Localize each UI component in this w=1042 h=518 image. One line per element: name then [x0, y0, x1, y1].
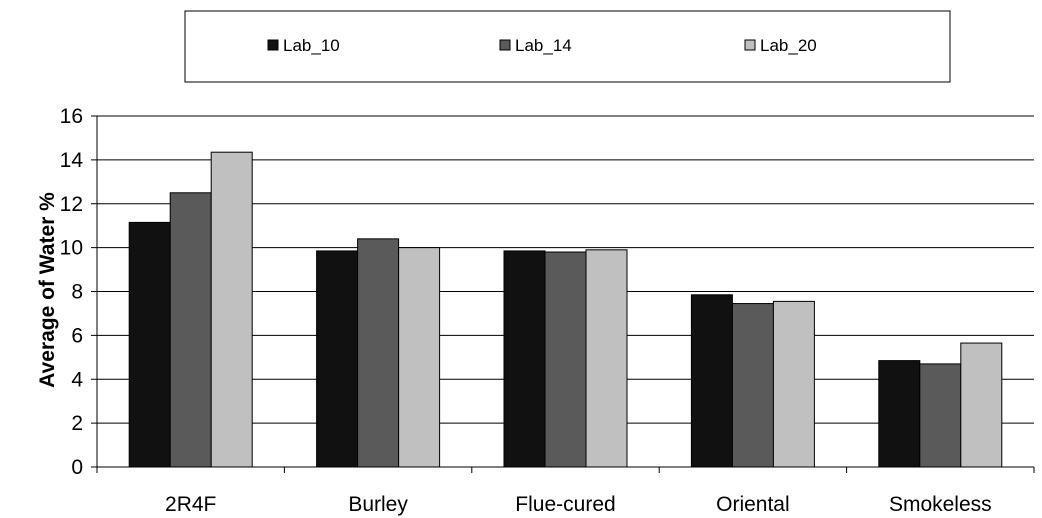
legend-label-lab-14: Lab_14: [515, 36, 572, 55]
x-category-label: Flue-cured: [515, 493, 615, 516]
bar-lab-14-2r4f: [169, 192, 212, 468]
legend-swatch-lab-20: [744, 39, 756, 51]
y-tick-label: 8: [71, 281, 83, 304]
y-tick-label: 12: [60, 193, 83, 216]
y-tick-label: 4: [71, 368, 83, 391]
x-category-label: Burley: [348, 493, 408, 516]
gridlines: [97, 115, 1034, 424]
bar-lab-14-burley: [357, 238, 400, 468]
legend-label-lab-20: Lab_20: [760, 36, 817, 55]
bar-lab-10-oriental: [690, 294, 733, 468]
legend-swatch-lab-10: [267, 39, 279, 51]
y-axis-title: Average of Water %: [36, 192, 59, 388]
bar-lab-14-flue-cured: [544, 251, 587, 468]
y-tick-label: 0: [71, 456, 83, 479]
y-tick-labels: 0 2 4 6 8 10 12 14 16: [60, 105, 84, 479]
y-tick-label: 14: [60, 149, 84, 172]
bar-lab-20-flue-cured: [585, 249, 628, 468]
bar-lab-14-oriental: [731, 303, 774, 468]
bar-lab-20-burley: [398, 247, 441, 468]
x-category-label: Smokeless: [889, 493, 992, 516]
y-tick-label: 10: [60, 237, 83, 260]
bar-lab-20-smokeless: [960, 342, 1003, 468]
bar-lab-10-burley: [316, 250, 359, 468]
bar-lab-20-oriental: [772, 300, 815, 468]
legend: Lab_10 Lab_14 Lab_20: [184, 10, 951, 83]
bar-lab-10-smokeless: [878, 360, 921, 468]
bar-lab-10-2r4f: [128, 221, 171, 468]
legend-box: [184, 10, 951, 83]
x-category-labels: 2R4F Burley Flue-cured Oriental Smokeless: [165, 493, 992, 516]
x-category-label: 2R4F: [165, 493, 216, 516]
bar-lab-14-smokeless: [919, 363, 962, 468]
y-tick-label: 16: [60, 105, 83, 128]
bar-lab-10-flue-cured: [503, 250, 546, 468]
y-tick-label: 2: [71, 412, 83, 435]
x-category-label: Oriental: [716, 493, 790, 516]
legend-swatch-lab-14: [499, 39, 511, 51]
bar-lab-20-2r4f: [210, 151, 253, 468]
legend-label-lab-10: Lab_10: [283, 36, 340, 55]
y-tick-label: 6: [71, 324, 83, 347]
axes: [91, 115, 1035, 473]
bars: [128, 151, 1003, 468]
